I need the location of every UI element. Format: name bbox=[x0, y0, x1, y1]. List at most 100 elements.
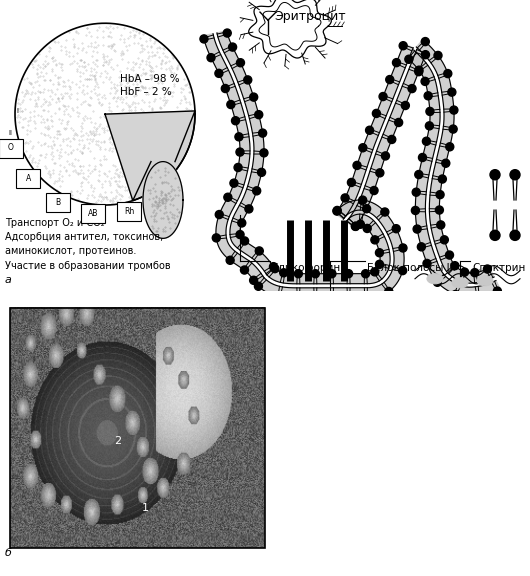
Circle shape bbox=[408, 85, 416, 93]
Circle shape bbox=[311, 270, 320, 278]
Circle shape bbox=[226, 256, 234, 264]
Circle shape bbox=[235, 133, 243, 141]
Circle shape bbox=[393, 59, 401, 67]
Polygon shape bbox=[347, 49, 426, 228]
Circle shape bbox=[446, 251, 454, 259]
Circle shape bbox=[510, 230, 520, 240]
Polygon shape bbox=[217, 31, 275, 275]
Text: Rh: Rh bbox=[124, 207, 134, 215]
Circle shape bbox=[379, 93, 387, 101]
Text: IV: IV bbox=[18, 175, 25, 181]
Circle shape bbox=[228, 43, 236, 51]
Circle shape bbox=[421, 37, 429, 46]
Circle shape bbox=[415, 170, 423, 179]
Circle shape bbox=[370, 268, 379, 276]
Circle shape bbox=[215, 69, 223, 77]
FancyBboxPatch shape bbox=[0, 139, 23, 158]
Circle shape bbox=[363, 204, 370, 213]
Circle shape bbox=[440, 236, 448, 244]
Circle shape bbox=[421, 51, 429, 59]
Circle shape bbox=[370, 187, 378, 195]
Circle shape bbox=[232, 117, 240, 125]
Ellipse shape bbox=[452, 278, 468, 288]
Circle shape bbox=[344, 270, 352, 278]
Polygon shape bbox=[203, 34, 263, 282]
Circle shape bbox=[386, 75, 394, 84]
Circle shape bbox=[250, 93, 258, 101]
Circle shape bbox=[236, 230, 244, 238]
Circle shape bbox=[419, 153, 427, 161]
Circle shape bbox=[451, 262, 459, 270]
Circle shape bbox=[294, 270, 303, 278]
Circle shape bbox=[413, 225, 421, 233]
Circle shape bbox=[510, 170, 520, 180]
Circle shape bbox=[423, 259, 431, 267]
FancyBboxPatch shape bbox=[81, 204, 105, 223]
Text: O: O bbox=[8, 143, 14, 152]
Circle shape bbox=[236, 59, 244, 67]
Circle shape bbox=[411, 206, 419, 214]
Circle shape bbox=[351, 222, 359, 230]
Circle shape bbox=[363, 225, 371, 233]
FancyBboxPatch shape bbox=[117, 202, 141, 221]
Circle shape bbox=[421, 77, 429, 85]
Circle shape bbox=[388, 135, 396, 143]
Circle shape bbox=[392, 225, 400, 233]
Circle shape bbox=[258, 168, 266, 176]
Circle shape bbox=[444, 70, 452, 78]
Polygon shape bbox=[336, 44, 413, 219]
Circle shape bbox=[361, 270, 369, 278]
Circle shape bbox=[359, 196, 367, 204]
Circle shape bbox=[351, 222, 359, 230]
Circle shape bbox=[254, 282, 262, 290]
Circle shape bbox=[207, 54, 215, 62]
Circle shape bbox=[381, 208, 389, 216]
Circle shape bbox=[356, 220, 364, 228]
Circle shape bbox=[401, 101, 409, 109]
Polygon shape bbox=[417, 40, 494, 283]
Circle shape bbox=[245, 205, 253, 213]
Circle shape bbox=[333, 207, 341, 215]
Circle shape bbox=[438, 175, 446, 183]
Circle shape bbox=[224, 193, 232, 201]
Circle shape bbox=[424, 92, 432, 100]
Circle shape bbox=[434, 51, 442, 59]
Circle shape bbox=[493, 287, 501, 295]
Circle shape bbox=[399, 267, 407, 275]
Circle shape bbox=[311, 294, 320, 302]
Circle shape bbox=[405, 55, 413, 63]
FancyBboxPatch shape bbox=[16, 169, 40, 188]
Text: A: A bbox=[26, 173, 31, 183]
Circle shape bbox=[344, 294, 352, 302]
Polygon shape bbox=[105, 111, 195, 200]
Text: Адсорбция антител, токсинов,: Адсорбция антител, токсинов, bbox=[5, 232, 163, 242]
Circle shape bbox=[471, 268, 479, 276]
Circle shape bbox=[382, 152, 390, 160]
Circle shape bbox=[244, 76, 252, 84]
Circle shape bbox=[448, 88, 456, 96]
Circle shape bbox=[260, 149, 268, 157]
Text: 2: 2 bbox=[114, 436, 121, 446]
Polygon shape bbox=[256, 200, 404, 298]
Text: 1: 1 bbox=[142, 503, 148, 513]
Circle shape bbox=[271, 264, 279, 272]
Circle shape bbox=[362, 294, 370, 302]
Circle shape bbox=[250, 276, 258, 285]
Circle shape bbox=[375, 249, 383, 257]
Circle shape bbox=[366, 126, 374, 134]
Circle shape bbox=[442, 159, 450, 167]
Circle shape bbox=[341, 194, 349, 202]
Circle shape bbox=[461, 268, 469, 276]
Circle shape bbox=[415, 66, 423, 74]
Circle shape bbox=[436, 191, 444, 199]
Circle shape bbox=[253, 187, 261, 195]
Text: Транспорт O₂ и CO₂: Транспорт O₂ и CO₂ bbox=[5, 218, 104, 228]
Circle shape bbox=[255, 247, 263, 255]
Circle shape bbox=[236, 148, 244, 156]
Circle shape bbox=[452, 290, 460, 298]
Circle shape bbox=[483, 265, 491, 273]
Circle shape bbox=[275, 293, 283, 301]
Text: Гликофорин: Гликофорин bbox=[272, 263, 340, 272]
Circle shape bbox=[294, 294, 303, 302]
Text: б: б bbox=[5, 548, 12, 558]
